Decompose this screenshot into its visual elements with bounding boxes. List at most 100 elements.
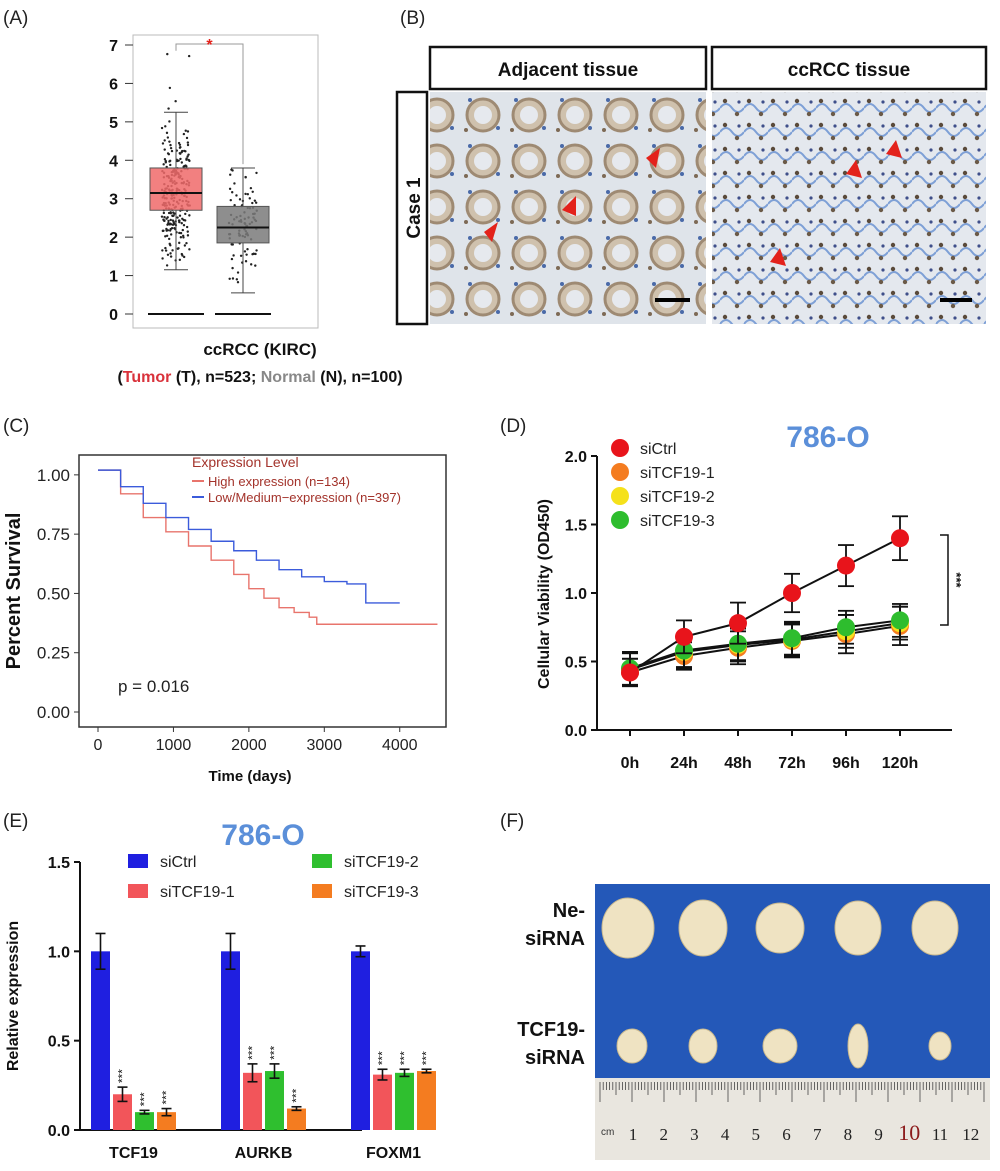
panel-c-legend-title: Expression Level [192, 454, 299, 470]
data-point [171, 219, 175, 222]
data-point [179, 152, 182, 155]
panel-e-bars: 786-O Relative expression 0.0 0.5 1.0 1.5 *… [5, 819, 436, 1162]
tumor-tcf19-sirna [762, 1028, 798, 1064]
data-point [251, 190, 254, 194]
series-line [629, 537, 901, 674]
panel-label-a: (A) [3, 8, 28, 29]
caption-tumor-rest: (T), n=523; [171, 369, 260, 386]
legend-swatch [128, 884, 148, 898]
data-point [236, 271, 240, 274]
bar-tcf19 [113, 1094, 132, 1130]
ruler-number: 6 [782, 1125, 791, 1144]
data-point [837, 618, 855, 637]
data-point [178, 241, 181, 245]
bar-tcf19 [91, 951, 110, 1130]
data-point [186, 234, 190, 237]
bar-aurkb [265, 1071, 284, 1130]
data-point [187, 153, 190, 156]
ruler-number: 1 [629, 1125, 638, 1144]
significance-stars: *** [268, 1046, 282, 1060]
panel-c-pvalue: p = 0.016 [118, 677, 189, 696]
data-point [162, 211, 166, 215]
bar-aurkb [221, 951, 240, 1130]
row1-label-line2: siRNA [525, 928, 585, 950]
arrow-marker [484, 222, 498, 242]
data-point [167, 107, 170, 110]
y-tick-label: 0 [109, 307, 118, 324]
panel-d-title: 786-O [786, 421, 869, 454]
bar-tcf19 [157, 1112, 176, 1130]
data-point [254, 252, 257, 256]
data-point [246, 193, 250, 196]
panel-c-ylabel: Percent Survival [3, 513, 25, 670]
data-point [177, 141, 181, 145]
x-tick-label: 2000 [231, 737, 267, 754]
data-point [179, 145, 182, 149]
data-point [164, 249, 168, 252]
data-point [186, 141, 190, 144]
data-point [161, 249, 164, 252]
arrow-marker [846, 160, 862, 178]
data-point [165, 234, 169, 237]
x-tick-label: FOXM1 [366, 1145, 421, 1162]
data-point [783, 629, 801, 648]
data-point [161, 142, 165, 145]
row2-label-line2: siRNA [525, 1047, 585, 1069]
data-point [255, 171, 258, 175]
survival-curve [98, 469, 438, 625]
tumor-ne-sirna [755, 902, 805, 954]
legend-marker [611, 511, 629, 529]
tumor-ne-sirna [601, 897, 655, 959]
data-point [165, 229, 168, 232]
data-point [621, 663, 639, 682]
data-point [230, 257, 234, 261]
data-point [186, 230, 189, 233]
y-tick-label: 1.5 [48, 855, 70, 872]
data-point [166, 152, 170, 155]
data-point [251, 201, 254, 205]
panel-a-y-ticks: 0 1 2 3 4 5 6 7 [109, 38, 133, 324]
series-line [629, 624, 901, 674]
data-point [245, 253, 248, 256]
legend-marker [611, 439, 629, 457]
data-point [184, 212, 187, 216]
data-point [169, 143, 172, 147]
data-point [233, 203, 236, 207]
bar-aurkb [287, 1108, 306, 1130]
bar-tcf19 [135, 1112, 154, 1130]
ruler-number: 8 [844, 1125, 853, 1144]
legend-high-expression: High expression (n=134) [208, 474, 350, 489]
row2-label-line1: TCF19- [517, 1019, 585, 1041]
header-box-left [428, 45, 708, 91]
data-point [246, 247, 249, 251]
header-adjacent-tissue: Adjacent tissue [498, 60, 638, 81]
panel-a-boxes: * [148, 37, 271, 315]
data-point [160, 126, 164, 130]
survival-curve [98, 469, 400, 604]
data-point [179, 236, 183, 239]
caption-normal-rest: (N), n=100) [316, 369, 403, 386]
panel-d-series [621, 515, 909, 688]
panel-label-f: (F) [500, 811, 524, 832]
panel-b-histology: Adjacent tissue ccRCC tissue Case 1 [395, 45, 988, 326]
data-point [169, 233, 173, 236]
data-point [164, 246, 167, 250]
caption-tumor-word: Tumor [123, 369, 172, 386]
y-tick-label: 2 [109, 230, 118, 247]
panel-a-boxplot: 0 1 2 3 4 5 6 7 * ccRCC (KIRC) (Tumor (T), n=52… [109, 34, 403, 386]
ruler-marks: 1 2 3 4 5 6 7 8 9 10 11 12 [599, 1082, 985, 1145]
header-box-right [710, 45, 988, 91]
data-point [183, 244, 187, 247]
data-point [249, 186, 253, 190]
legend-label: siTCF19-2 [344, 854, 419, 871]
data-point [164, 159, 167, 163]
row-label-case-1: Case 1 [404, 177, 425, 239]
data-point [185, 241, 188, 245]
panel-label-c: (C) [3, 416, 29, 437]
data-point [173, 222, 176, 226]
data-point [180, 222, 183, 225]
legend-label: siTCF19-1 [640, 465, 715, 482]
data-point [178, 214, 182, 217]
ruler-number: 10 [898, 1120, 920, 1145]
